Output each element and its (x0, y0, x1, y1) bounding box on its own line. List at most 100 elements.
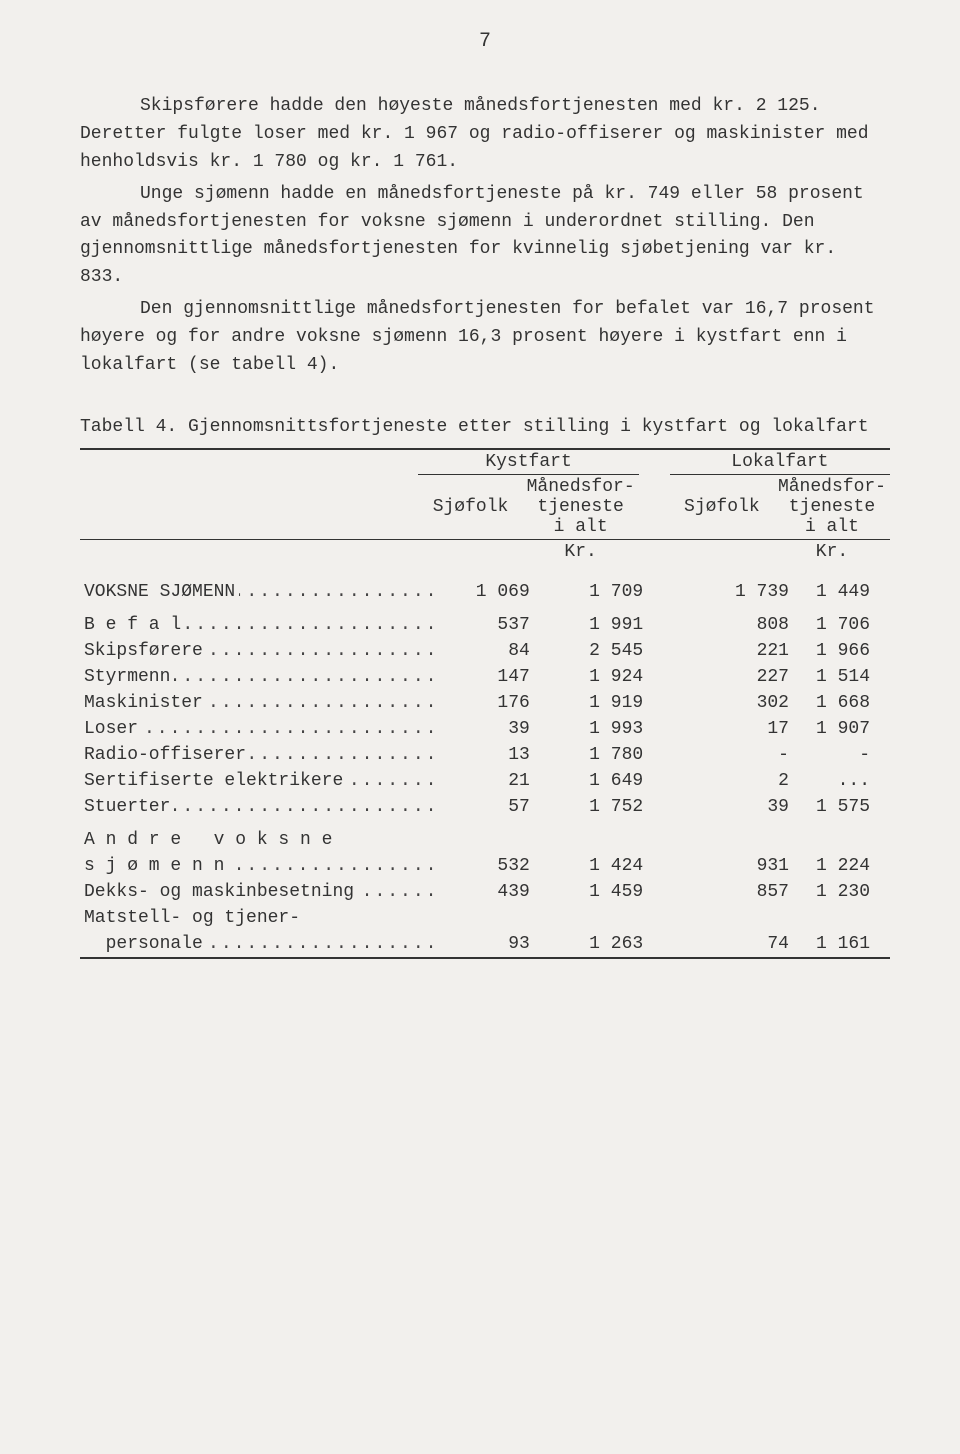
row-label: B e f a l (80, 605, 436, 638)
cell-value: 1 649 (550, 768, 663, 794)
cell-value (436, 820, 549, 853)
table-row: Maskinister1761 919 3021 668 (80, 690, 890, 716)
table-row: Sertifiserte elektrikere211 649 2... (80, 768, 890, 794)
table-row: A n d r e v o k s n e (80, 820, 890, 853)
table-row: VOKSNE SJØMENN1 0691 709 1 7391 449 (80, 572, 890, 605)
cell-value: 302 (696, 690, 809, 716)
column-group-kystfart: Kystfart (418, 450, 638, 475)
document-page: 7 Skipsførere hadde den høyeste månedsfo… (0, 0, 960, 1019)
table-row: s j ø m e n n5321 424 9311 224 (80, 853, 890, 879)
cell-value: 1 966 (809, 638, 890, 664)
cell-value: 1 069 (436, 572, 549, 605)
row-label: Skipsførere (80, 638, 436, 664)
cell-value: 17 (696, 716, 809, 742)
row-label: Stuerter (80, 794, 436, 820)
column-header: Sjøfolk (418, 474, 522, 539)
cell-value (809, 820, 890, 853)
row-label: Maskinister (80, 690, 436, 716)
cell-value: - (809, 742, 890, 768)
column-group-lokalfart: Lokalfart (670, 450, 890, 475)
paragraph-3: Den gjennomsnittlige månedsfortjenesten … (80, 296, 890, 380)
cell-value: 39 (436, 716, 549, 742)
cell-value: 1 424 (550, 853, 663, 879)
cell-value: 1 780 (550, 742, 663, 768)
cell-value: 1 668 (809, 690, 890, 716)
cell-value: 84 (436, 638, 549, 664)
cell-value: 537 (436, 605, 549, 638)
cell-value: 176 (436, 690, 549, 716)
table-body: VOKSNE SJØMENN1 0691 7091 7391 449B e f … (80, 572, 890, 957)
unit-label: Kr. (523, 539, 639, 572)
cell-value: 2 (696, 768, 809, 794)
cell-value: 21 (436, 768, 549, 794)
paragraph-2: Unge sjømenn hadde en månedsfortjeneste … (80, 181, 890, 293)
cell-value: 2 545 (550, 638, 663, 664)
cell-value: - (696, 742, 809, 768)
row-label: Dekks- og maskinbesetning (80, 879, 436, 905)
cell-value: 1 459 (550, 879, 663, 905)
cell-value: 1 991 (550, 605, 663, 638)
row-label: Styrmenn (80, 664, 436, 690)
row-label: Radio-offiserer (80, 742, 436, 768)
table-4: Kystfart Lokalfart Sjøfolk Månedsfor- tj… (80, 448, 890, 959)
cell-value: 1 924 (550, 664, 663, 690)
unit-label: Kr. (774, 539, 890, 572)
cell-value (436, 905, 549, 931)
table-row: Skipsførere842 545 2211 966 (80, 638, 890, 664)
cell-value: 1 752 (550, 794, 663, 820)
cell-value (809, 905, 890, 931)
cell-value: 74 (696, 931, 809, 957)
cell-value: 1 739 (696, 572, 809, 605)
row-label: A n d r e v o k s n e (80, 820, 436, 853)
cell-value: 1 993 (550, 716, 663, 742)
table-row: Stuerter571 752 391 575 (80, 794, 890, 820)
row-label: Loser (80, 716, 436, 742)
cell-value: 1 907 (809, 716, 890, 742)
cell-value: 1 449 (809, 572, 890, 605)
cell-value: 1 919 (550, 690, 663, 716)
page-number: 7 (80, 30, 890, 53)
table-caption: Tabell 4. Gjennomsnittsfortjeneste etter… (80, 414, 890, 442)
table-row: B e f a l5371 991 8081 706 (80, 605, 890, 638)
cell-value: 931 (696, 853, 809, 879)
cell-value: 57 (436, 794, 549, 820)
cell-value: 147 (436, 664, 549, 690)
table-row: Loser391 993 171 907 (80, 716, 890, 742)
cell-value: 1 706 (809, 605, 890, 638)
cell-value: 93 (436, 931, 549, 957)
cell-value: 1 224 (809, 853, 890, 879)
table-row: personale931 263 741 161 (80, 931, 890, 957)
cell-value: 13 (436, 742, 549, 768)
cell-value: 857 (696, 879, 809, 905)
table-header: Kystfart Lokalfart Sjøfolk Månedsfor- tj… (80, 450, 890, 572)
cell-value: 439 (436, 879, 549, 905)
cell-value: 227 (696, 664, 809, 690)
table-row: Matstell- og tjener- (80, 905, 890, 931)
cell-value: 1 709 (550, 572, 663, 605)
cell-value: 532 (436, 853, 549, 879)
row-label: s j ø m e n n (80, 853, 436, 879)
cell-value (696, 905, 809, 931)
column-header: Sjøfolk (670, 474, 774, 539)
table-row: Dekks- og maskinbesetning4391 459 8571 23… (80, 879, 890, 905)
column-header: Månedsfor- tjeneste i alt (774, 474, 890, 539)
cell-value: 1 230 (809, 879, 890, 905)
cell-value: 39 (696, 794, 809, 820)
table-row: Radio-offiserer131 780 -- (80, 742, 890, 768)
column-header: Månedsfor- tjeneste i alt (523, 474, 639, 539)
table-row: Styrmenn1471 924 2271 514 (80, 664, 890, 690)
row-label: Matstell- og tjener- (80, 905, 436, 931)
row-label: VOKSNE SJØMENN (80, 572, 436, 605)
paragraph-1: Skipsførere hadde den høyeste månedsfort… (80, 93, 890, 177)
row-label: personale (80, 931, 436, 957)
cell-value: 808 (696, 605, 809, 638)
row-label: Sertifiserte elektrikere (80, 768, 436, 794)
cell-value: 1 161 (809, 931, 890, 957)
cell-value: 1 263 (550, 931, 663, 957)
cell-value: 1 514 (809, 664, 890, 690)
cell-value: 221 (696, 638, 809, 664)
cell-value: ... (809, 768, 890, 794)
cell-value (550, 820, 663, 853)
cell-value: 1 575 (809, 794, 890, 820)
cell-value (550, 905, 663, 931)
